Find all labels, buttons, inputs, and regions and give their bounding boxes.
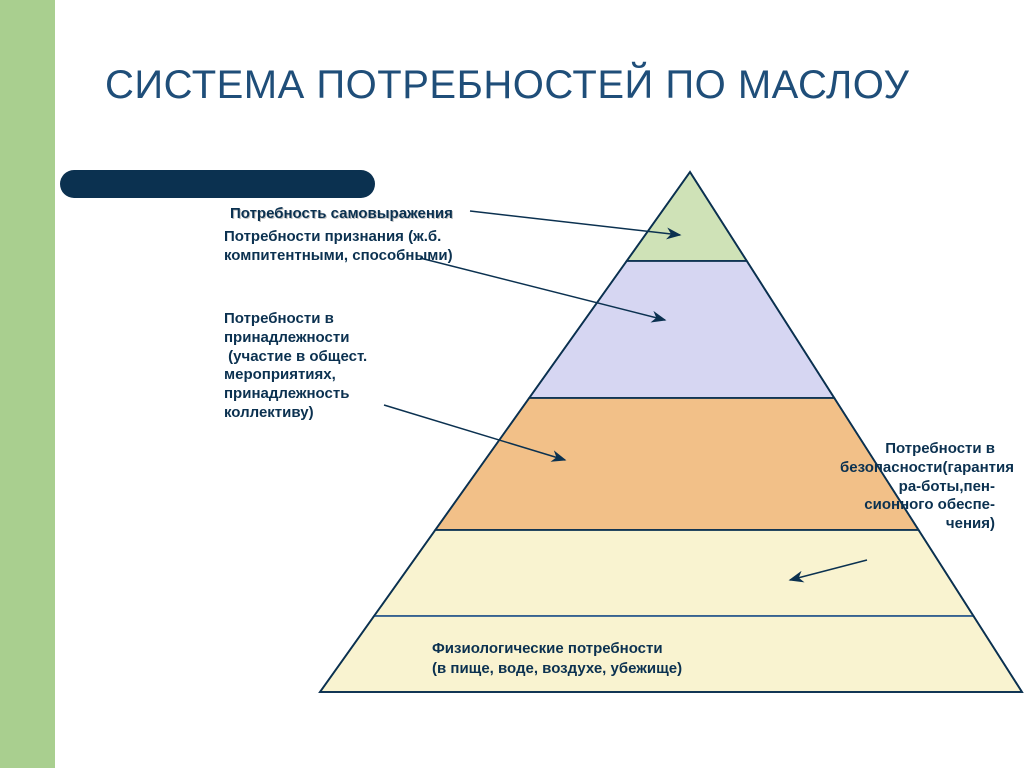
label-belonging: Потребности в принадлежности (участие в … [224,310,414,423]
pyramid-level-self-actualization [627,172,747,261]
label-physiological-2: (в пище, воде, воздухе, убежище) [432,660,682,679]
label-self-actualization: Потребность самовыражения [230,205,453,224]
label-safety: Потребности в безопасности(гарантия ра-б… [840,440,995,534]
pyramid-level-safety [374,530,973,616]
pyramid-level-esteem [529,261,834,398]
arrow-0 [470,211,680,235]
label-esteem: Потребности признания (ж.б. компитентным… [224,228,454,266]
pyramid-level-physiological [320,616,1022,692]
label-physiological-1: Физиологические потребности [432,640,663,659]
slide-root: { "slide": { "title": "СИСТЕМА ПОТРЕБНОС… [0,0,1024,768]
